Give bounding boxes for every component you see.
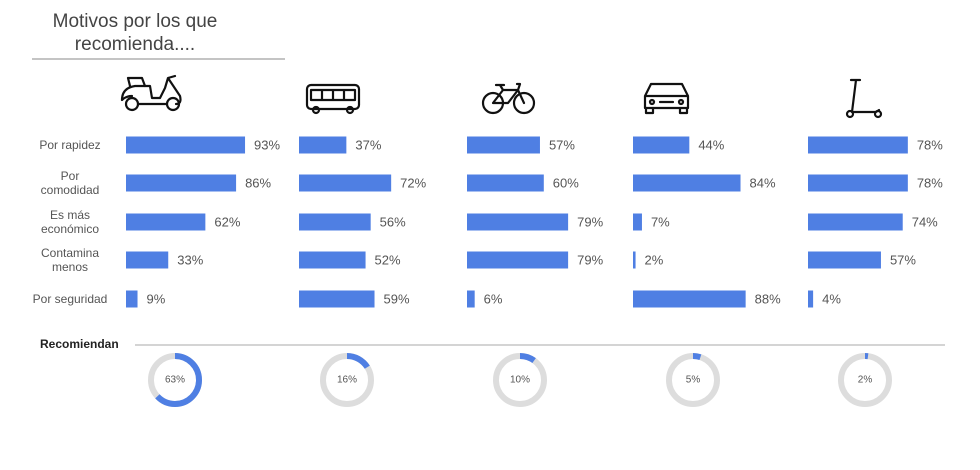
bar <box>126 174 237 192</box>
bar <box>299 251 366 269</box>
bar <box>299 174 392 192</box>
value-label: 59% <box>384 291 410 306</box>
donut-arc <box>320 353 374 407</box>
category-label: Por comodidad <box>40 169 100 197</box>
bar <box>126 136 246 154</box>
title: Motivos por los que recomienda.... <box>52 11 218 55</box>
bar <box>467 290 475 308</box>
donut-arc <box>493 353 547 407</box>
value-label: 86% <box>245 175 271 190</box>
value-label: 7% <box>651 214 670 229</box>
scooter-icon <box>845 78 883 119</box>
bar <box>299 213 371 231</box>
value-label: 4% <box>822 291 841 306</box>
value-label: 6% <box>484 291 503 306</box>
bar <box>467 251 569 269</box>
bar <box>299 136 347 154</box>
value-label: 56% <box>380 214 406 229</box>
value-label: 78% <box>917 137 943 152</box>
bar <box>467 174 544 192</box>
donut-arc <box>148 353 202 407</box>
value-label: 62% <box>214 214 240 229</box>
value-label: 88% <box>755 291 781 306</box>
value-label: 74% <box>912 214 938 229</box>
bar <box>633 136 690 154</box>
category-label: Por rapidez <box>39 138 101 152</box>
bike-icon <box>481 82 536 115</box>
value-label: 79% <box>577 252 603 267</box>
moto-icon <box>120 74 182 112</box>
bar <box>633 290 746 308</box>
value-label: 60% <box>553 175 579 190</box>
value-label: 52% <box>375 252 401 267</box>
value-label: 84% <box>750 175 776 190</box>
bar <box>808 251 881 269</box>
donut-label: 16% <box>337 375 357 386</box>
bar <box>633 251 636 269</box>
value-label: 72% <box>400 175 426 190</box>
bar <box>467 136 540 154</box>
donut-label: 10% <box>510 375 530 386</box>
category-label: Es más económico <box>40 208 100 236</box>
category-label: Por seguridad <box>32 292 108 306</box>
value-label: 9% <box>147 291 166 306</box>
value-label: 37% <box>355 137 381 152</box>
value-label: 44% <box>698 137 724 152</box>
bar <box>633 213 642 231</box>
value-label: 57% <box>890 252 916 267</box>
value-label: 79% <box>577 214 603 229</box>
value-label: 93% <box>254 137 280 152</box>
value-label: 78% <box>917 175 943 190</box>
bar <box>126 251 169 269</box>
value-label: 57% <box>549 137 575 152</box>
value-label: 33% <box>177 252 203 267</box>
category-label: Contamina menos <box>40 246 100 274</box>
bar <box>299 290 375 308</box>
bar <box>808 174 908 192</box>
bus-icon <box>305 83 361 115</box>
car-icon <box>643 82 690 115</box>
donut-label: 5% <box>686 375 701 386</box>
donut-arc <box>838 353 892 407</box>
donut-label: 63% <box>165 375 185 386</box>
bar <box>808 213 903 231</box>
bar <box>633 174 741 192</box>
bar <box>126 213 206 231</box>
bar <box>126 290 138 308</box>
bar <box>808 136 908 154</box>
value-label: 2% <box>645 252 664 267</box>
donut-arc <box>666 353 720 407</box>
bar <box>808 290 814 308</box>
donut-label: 2% <box>858 375 873 386</box>
donut-title: Recomiendan <box>40 337 119 351</box>
icons <box>120 74 883 119</box>
bar <box>467 213 569 231</box>
